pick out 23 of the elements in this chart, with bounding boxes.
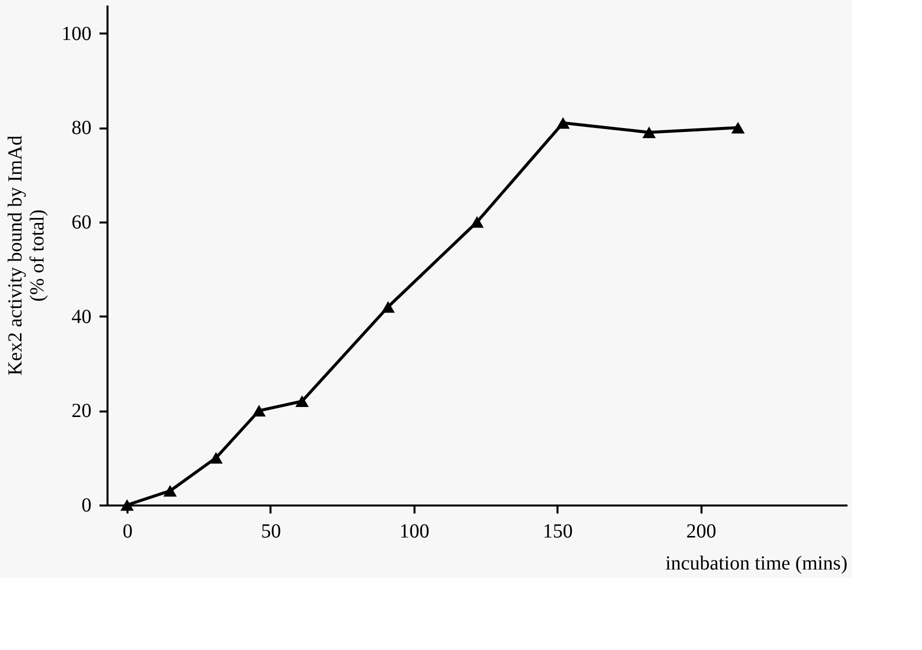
y-axis-title: Kex2 activity bound by ImAd (% of total) (4, 136, 48, 376)
x-tick-label: 100 (399, 520, 430, 542)
point (209, 452, 223, 464)
x-tick-label: 50 (260, 520, 281, 542)
y-tick-label: 60 (72, 211, 92, 234)
point (381, 301, 395, 313)
point (252, 404, 266, 416)
x-axis-title: incubation time (mins) (665, 552, 848, 574)
x-tick-label: 150 (542, 520, 573, 542)
y-tick-label: 100 (62, 22, 92, 45)
point (295, 395, 309, 408)
point (470, 216, 484, 228)
point (642, 126, 656, 138)
x-tick-label: 200 (686, 520, 716, 542)
x-tick-label: 0 (122, 520, 133, 542)
point (556, 117, 570, 129)
point (120, 499, 134, 511)
y-tick-label: 20 (72, 400, 92, 422)
point (731, 122, 745, 134)
y-tick-label: 80 (72, 117, 92, 140)
y-tick-label: 40 (72, 306, 92, 328)
y-tick-label: 0 (82, 494, 92, 516)
point (163, 485, 177, 497)
